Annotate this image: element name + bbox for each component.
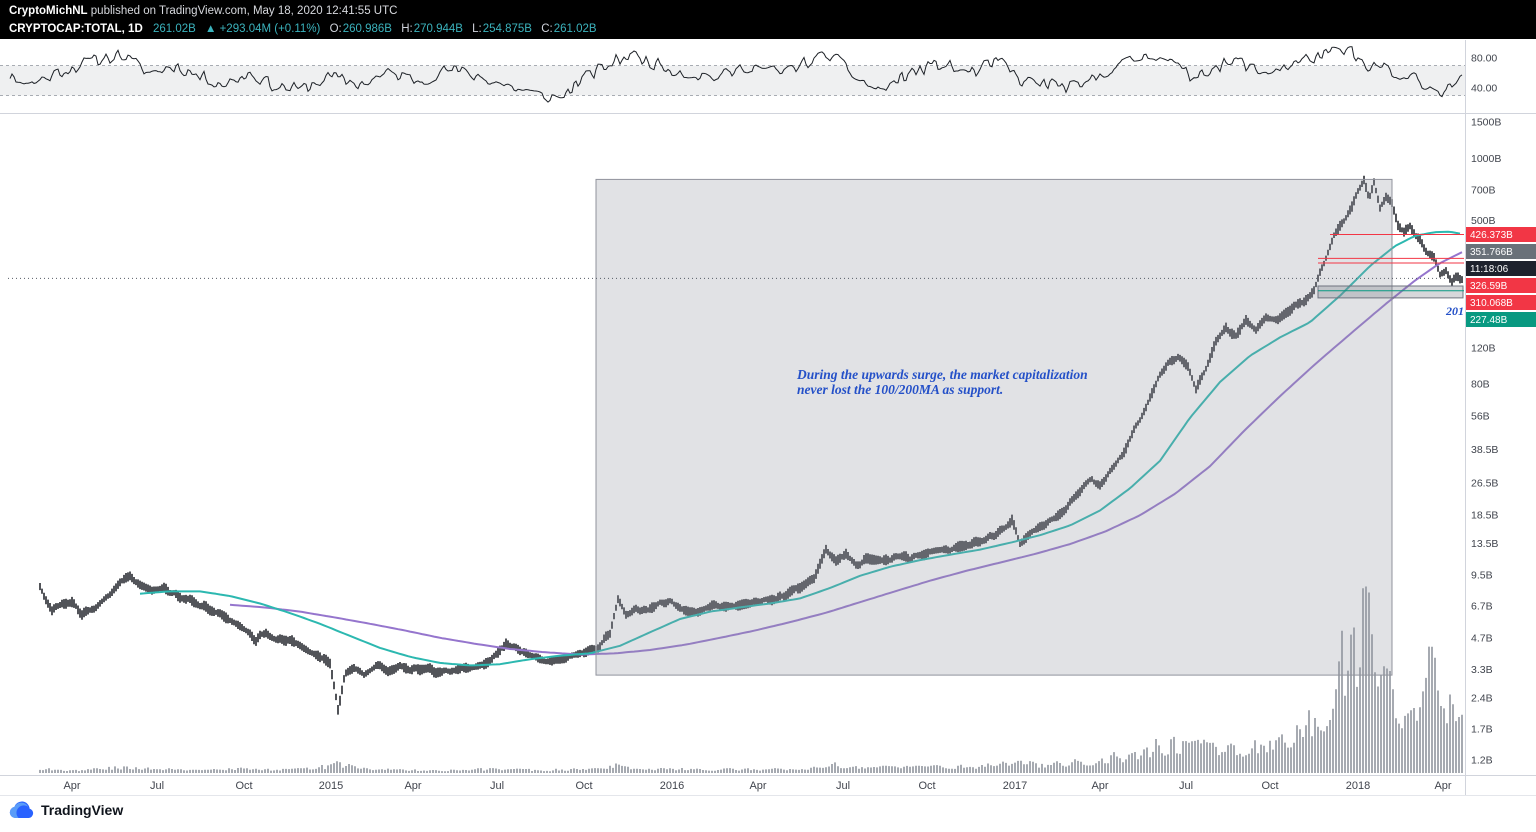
tradingview-logo[interactable]: TradingView (9, 801, 123, 819)
price-axis-badge (1466, 244, 1536, 259)
time-axis-label: 2017 (1003, 780, 1027, 792)
oscillator-band (0, 65, 1465, 96)
oscillator-axis-label: 80.00 (1471, 53, 1497, 65)
symbol-title[interactable]: CRYPTOCAP:TOTAL, 1D (9, 23, 143, 35)
price-axis-label: 26.5B (1471, 478, 1498, 490)
main-pane[interactable] (8, 175, 1464, 773)
price-axis-label: 1.2B (1471, 755, 1493, 767)
time-axis-label: Apr (1434, 780, 1451, 792)
price-axis[interactable]: 1500B 1000B 700B 500B 120B 80B 56B 38.5B 26.5B 18… (1466, 53, 1536, 767)
partial-drawing-text: 201 (1446, 304, 1464, 318)
price-axis-badge-label: 426.373B (1470, 230, 1513, 241)
high-value: 270.944B (413, 23, 463, 35)
low-label: L: (472, 23, 482, 35)
oscillator-line (9, 46, 1463, 103)
price-axis-label: 6.7B (1471, 601, 1493, 613)
annotation-line-1: During the upwards surge, the market cap… (797, 367, 1088, 382)
price-axis-label: 700B (1471, 185, 1496, 197)
price-axis-label: 3.3B (1471, 664, 1493, 676)
publish-info-bar: CryptoMichNL published on TradingView.co… (0, 0, 1536, 21)
ma-200-line (229, 251, 1463, 656)
price-axis-badge (1466, 312, 1536, 327)
price-axis-label: 4.7B (1471, 632, 1493, 644)
close-label: C: (541, 23, 553, 35)
price-axis-label: 120B (1471, 343, 1496, 355)
close-value: 261.02B (553, 23, 597, 35)
support-zone-box[interactable] (1317, 285, 1464, 299)
time-axis-label: Apr (63, 780, 80, 792)
price-axis-badge-label: 351.766B (1470, 247, 1513, 258)
cloud-icon (9, 801, 34, 819)
price-axis-badge-label: 310.068B (1470, 298, 1513, 309)
candlestick-series (39, 175, 1463, 715)
time-axis-label: Jul (1179, 780, 1193, 792)
last-price: 261.02B (152, 23, 196, 35)
highlight-box[interactable] (595, 178, 1393, 676)
time-axis-label: Oct (1261, 780, 1278, 792)
time-axis-label: Jul (836, 780, 850, 792)
time-axis-label: Apr (1091, 780, 1108, 792)
price-axis-badge (1466, 227, 1536, 242)
time-axis-label: Jul (490, 780, 504, 792)
oscillator-axis-label: 40.00 (1471, 83, 1497, 95)
price-axis-badge-label: 227.48B (1470, 315, 1508, 326)
price-axis-label: 80B (1471, 379, 1490, 391)
price-axis-label: 56B (1471, 411, 1490, 423)
high-label: H: (401, 23, 413, 35)
publisher-name: CryptoMichNL (9, 5, 88, 17)
price-axis-label: 1500B (1471, 117, 1501, 129)
publish-info-text: published on TradingView.com, May 18, 20… (87, 5, 398, 17)
price-axis-badge (1466, 278, 1536, 293)
price-axis-label: 13.5B (1471, 538, 1498, 550)
time-axis-label: 2016 (660, 780, 684, 792)
time-axis-label: Apr (749, 780, 766, 792)
price-axis-label: 9.5B (1471, 569, 1493, 581)
price-axis-label: 38.5B (1471, 444, 1498, 456)
open-label: O: (329, 23, 342, 35)
low-value: 254.875B (482, 23, 532, 35)
chart-annotation[interactable]: During the upwards surge, the market cap… (797, 367, 1088, 397)
price-axis-badge (1466, 261, 1536, 276)
price-axis-label: 2.4B (1471, 693, 1493, 705)
price-axis-label: 18.5B (1471, 510, 1498, 522)
price-axis-label: 500B (1471, 215, 1496, 227)
open-value: 260.986B (342, 23, 392, 35)
price-axis-badge-label: 326.59B (1470, 281, 1508, 292)
price-axis-label: 1000B (1471, 153, 1501, 165)
price-axis-badge-label: 11:18:06 (1470, 264, 1509, 275)
time-axis-label: 2015 (319, 780, 343, 792)
symbol-legend-bar: CRYPTOCAP:TOTAL, 1D 261.02B ▲ +293.04M (… (0, 21, 1536, 39)
price-axis-badge (1466, 295, 1536, 310)
time-axis-label: Oct (575, 780, 592, 792)
price-change: ▲ +293.04M (+0.11%) (205, 23, 321, 35)
brand-name: TradingView (41, 802, 124, 818)
ma-100-line (139, 230, 1461, 667)
oscillator-pane[interactable] (0, 46, 1465, 103)
annotation-line-2: never lost the 100/200MA as support. (797, 381, 1004, 397)
time-axis-label: Oct (918, 780, 935, 792)
time-axis-label: Oct (235, 780, 252, 792)
time-axis[interactable]: Apr Jul Oct 2015 Apr Jul Oct 2016 Apr Jul Oct 2017 A… (63, 780, 1451, 792)
price-axis-label: 1.7B (1471, 723, 1493, 735)
time-axis-label: Jul (150, 780, 164, 792)
volume-bars (39, 586, 1463, 773)
time-axis-label: Apr (404, 780, 421, 792)
time-axis-label: 2018 (1346, 780, 1370, 792)
